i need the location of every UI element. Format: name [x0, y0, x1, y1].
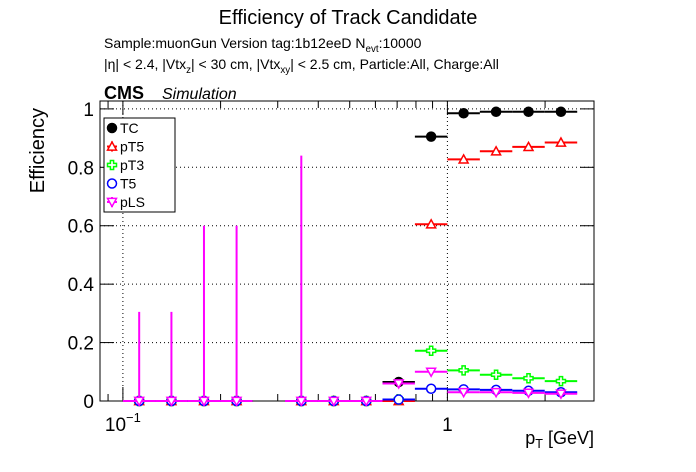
marker [457, 387, 470, 399]
y-tick-label: 0.8 [68, 158, 94, 179]
y-axis-label: Efficiency [27, 108, 49, 193]
marker [425, 131, 437, 142]
legend-marker [106, 140, 118, 151]
marker [522, 388, 535, 399]
marker [425, 383, 437, 394]
legend-label: pLS [120, 194, 145, 210]
marker [458, 108, 469, 119]
marker [490, 387, 502, 399]
subtitle: |η| < 2.4, |Vtxz| < 30 cm, |Vtxxy| < 2.5… [104, 56, 499, 76]
marker [295, 396, 308, 408]
marker [490, 369, 502, 380]
chart-title: Efficiency of Track Candidate [219, 7, 478, 29]
marker [198, 396, 210, 408]
marker [393, 394, 404, 405]
marker [555, 136, 567, 147]
tick-exponent: −1 [126, 410, 141, 425]
marker [523, 372, 534, 384]
text-part: p [525, 428, 535, 448]
marker [230, 396, 243, 408]
marker [522, 140, 535, 152]
subscript: xy [280, 65, 290, 76]
experiment: CMS [104, 83, 144, 103]
text-part: | < 30 cm, |Vtx [191, 56, 280, 72]
y-tick-label: 0 [83, 392, 94, 413]
legend-marker [106, 197, 118, 209]
marker [457, 153, 470, 164]
marker [555, 375, 567, 387]
marker [360, 396, 373, 408]
y-tick-label: 1 [83, 100, 94, 121]
legend-label: T5 [120, 176, 137, 192]
marker [425, 218, 437, 229]
subscript: z [186, 65, 191, 76]
text-part: |η| < 2.4, |Vtx [104, 56, 186, 72]
marker [490, 106, 502, 118]
subscript: T [535, 437, 543, 451]
x-axis-label: pT [GeV] [525, 428, 594, 451]
marker [425, 345, 437, 357]
experiment-note: Simulation [162, 86, 237, 103]
subtitle: Sample:muonGun Version tag:1b12eeD Nevt:… [104, 35, 422, 55]
marker [425, 367, 437, 378]
legend-marker [106, 178, 118, 189]
subscript: evt [366, 44, 379, 55]
marker [555, 389, 567, 400]
x-tick-label: 10−1 [105, 410, 141, 436]
text-part: Sample:muonGun Version tag:1b12eeD N [104, 35, 366, 51]
marker [490, 145, 502, 156]
text-part: [GeV] [543, 428, 594, 448]
legend-marker [106, 122, 118, 134]
legend-label: pT5 [120, 139, 144, 155]
y-tick-label: 0.6 [68, 217, 94, 238]
legend-label: pT3 [120, 157, 144, 173]
legend-marker [106, 159, 118, 171]
marker [555, 106, 567, 118]
text-part: | < 2.5 cm, Particle:All, Charge:All [290, 56, 499, 72]
tick-base: 10 [105, 415, 126, 436]
y-tick-label: 0.4 [68, 275, 95, 296]
y-tick-label: 0.2 [68, 334, 94, 355]
text-part: :10000 [379, 35, 422, 51]
marker [165, 396, 178, 408]
marker [133, 396, 145, 408]
marker [392, 379, 405, 390]
marker [458, 365, 469, 376]
legend-label: TC [120, 120, 139, 136]
x-tick-label: 1 [442, 415, 453, 436]
marker [328, 396, 340, 408]
marker [523, 106, 534, 118]
